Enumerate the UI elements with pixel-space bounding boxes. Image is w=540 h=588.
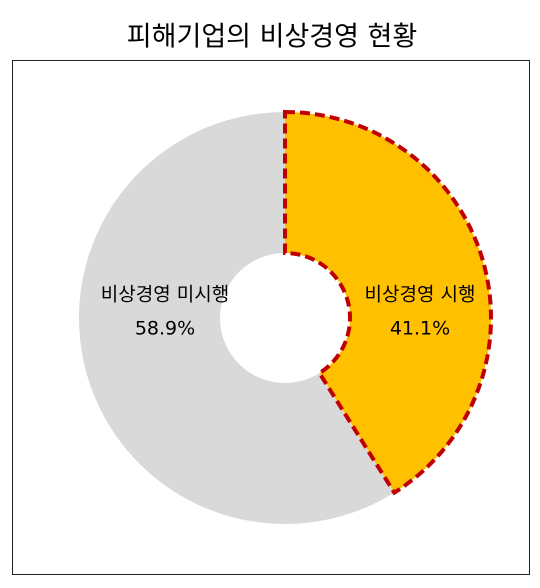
slice-label: 비상경영 시행 <box>365 284 476 306</box>
value-label: 41.1% <box>390 318 450 340</box>
slice-label: 비상경영 미시행 <box>101 284 229 306</box>
pie-slice <box>78 112 395 524</box>
pie-slice <box>283 109 493 496</box>
chart-title: 피해기업의 비상경영 현황 <box>127 22 417 53</box>
value-label: 58.9% <box>135 318 195 340</box>
